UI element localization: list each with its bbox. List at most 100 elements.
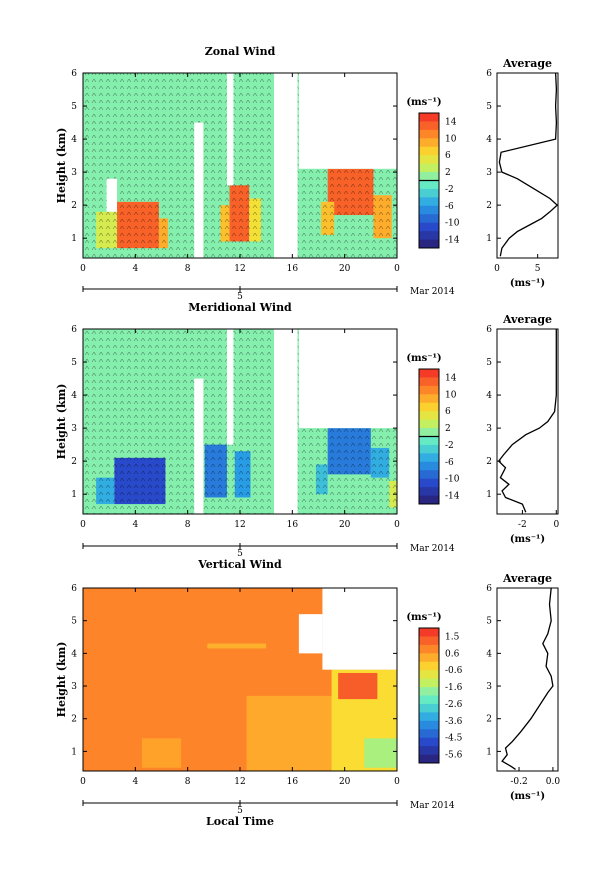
colorbar-band	[419, 113, 439, 122]
x-tick-label: 4	[132, 777, 138, 787]
colorbar-band	[419, 495, 439, 505]
colorbar-band	[419, 197, 439, 207]
profile-line	[501, 587, 554, 770]
profile-y-tick-label: 5	[486, 358, 492, 368]
missing-data-gap	[298, 73, 397, 169]
colorbar-band	[419, 146, 439, 156]
profile-y-tick-label: 6	[486, 584, 492, 594]
x-tick-label: 16	[287, 264, 299, 274]
date-tick-label: 5	[237, 549, 243, 559]
field-region	[338, 672, 378, 700]
profile-y-tick-label: 1	[486, 234, 492, 244]
x-tick-label: 8	[185, 264, 191, 274]
x-axis-label: Local Time	[206, 815, 274, 828]
panel-title: Zonal Wind	[205, 45, 276, 58]
colorbar-band	[419, 644, 439, 654]
y-tick-label: 1	[71, 747, 77, 757]
x-tick-label: 20	[339, 777, 351, 787]
colorbar-tick-label: 0.6	[445, 649, 460, 659]
y-tick-label: 6	[71, 69, 77, 79]
x-tick-label: 0	[80, 264, 86, 274]
colorbar-frame	[418, 627, 440, 764]
y-tick-label: 5	[71, 358, 77, 368]
y-tick-label: 2	[71, 715, 77, 725]
y-tick-label: 3	[71, 424, 77, 434]
profile-title: Average	[502, 313, 552, 326]
colorbar-tick-label: -14	[445, 492, 460, 502]
colorbar-tick-label: -0.6	[445, 666, 463, 676]
y-tick-label: 2	[71, 201, 77, 211]
colorbar-band	[419, 661, 439, 671]
missing-data-gap	[194, 378, 204, 514]
colorbar-tick-label: -2	[445, 185, 454, 195]
x-tick-label: 16	[287, 520, 299, 530]
missing-data-gap	[226, 329, 234, 445]
colorbar-band	[419, 129, 439, 139]
date-label: Mar 2014	[410, 544, 455, 554]
colorbar-tick-label: -10	[445, 475, 460, 485]
colorbar-tick-label: 10	[445, 134, 457, 144]
colorbar-band	[419, 231, 439, 241]
y-tick-label: 1	[71, 234, 77, 244]
colorbar-tick-label: -1.6	[445, 683, 463, 693]
profile-y-tick-label: 5	[486, 617, 492, 627]
profile-line	[497, 329, 557, 513]
panel-title: Vertical Wind	[197, 558, 282, 571]
profile-y-tick-label: 3	[486, 424, 492, 434]
colorbar-tick-label: -6	[445, 202, 454, 212]
colorbar-tick-label: 14	[445, 117, 457, 127]
panel-title: Meridional Wind	[188, 301, 292, 314]
profile-x-label: (ms⁻¹)	[510, 278, 545, 289]
colorbar-band	[419, 239, 439, 249]
colorbar-band	[419, 712, 439, 722]
colorbar-band	[419, 411, 439, 421]
x-tick-label: 4	[132, 520, 138, 530]
colorbar-tick-label: -3.6	[445, 717, 463, 727]
x-tick-label: 20	[339, 520, 351, 530]
missing-data-gap	[106, 178, 118, 212]
colorbar-tick-label: -4.5	[445, 734, 463, 744]
y-tick-label: 5	[71, 102, 77, 112]
missing-data-gap	[274, 73, 298, 258]
x-tick-label: 16	[287, 777, 299, 787]
y-tick-label: 1	[71, 490, 77, 500]
colorbar-band	[419, 453, 439, 463]
profile-frame	[496, 72, 559, 259]
y-tick-label: 5	[71, 617, 77, 627]
profile-x-label: (ms⁻¹)	[510, 534, 545, 545]
x-tick-label: 20	[339, 264, 351, 274]
y-tick-label: 4	[71, 391, 77, 401]
colorbar-band	[419, 487, 439, 497]
colorbar-band	[419, 678, 439, 688]
y-axis-label: Height (km)	[55, 642, 68, 718]
profile-title: Average	[502, 572, 552, 585]
colorbar-tick-label: 14	[445, 373, 457, 383]
profile-y-tick-label: 6	[486, 325, 492, 335]
date-label: Mar 2014	[410, 801, 455, 811]
colorbar-tick-label: -6	[445, 458, 454, 468]
colorbar-band	[419, 138, 439, 148]
missing-data-gap	[194, 122, 204, 258]
x-tick-label: 12	[234, 520, 245, 530]
profile-line	[498, 72, 559, 257]
y-tick-label: 3	[71, 682, 77, 692]
colorbar-tick-label: -2	[445, 441, 454, 451]
colorbar-tick-label: -10	[445, 219, 460, 229]
colorbar-band	[419, 636, 439, 646]
colorbar-band	[419, 205, 439, 215]
colorbar-band	[419, 222, 439, 232]
colorbar-band	[419, 155, 439, 165]
y-axis-label: Height (km)	[55, 384, 68, 460]
field-region	[246, 695, 345, 771]
colorbar-band	[419, 670, 439, 680]
profile-x-tick-label: -0.2	[510, 777, 527, 787]
profile-y-tick-label: 4	[486, 391, 492, 401]
missing-data-gap	[298, 614, 323, 654]
colorbar-band	[419, 444, 439, 454]
profile-x-label: (ms⁻¹)	[510, 791, 545, 802]
x-tick-label: 8	[185, 520, 191, 530]
date-tick-label: 5	[237, 292, 243, 302]
colorbar-band	[419, 394, 439, 404]
